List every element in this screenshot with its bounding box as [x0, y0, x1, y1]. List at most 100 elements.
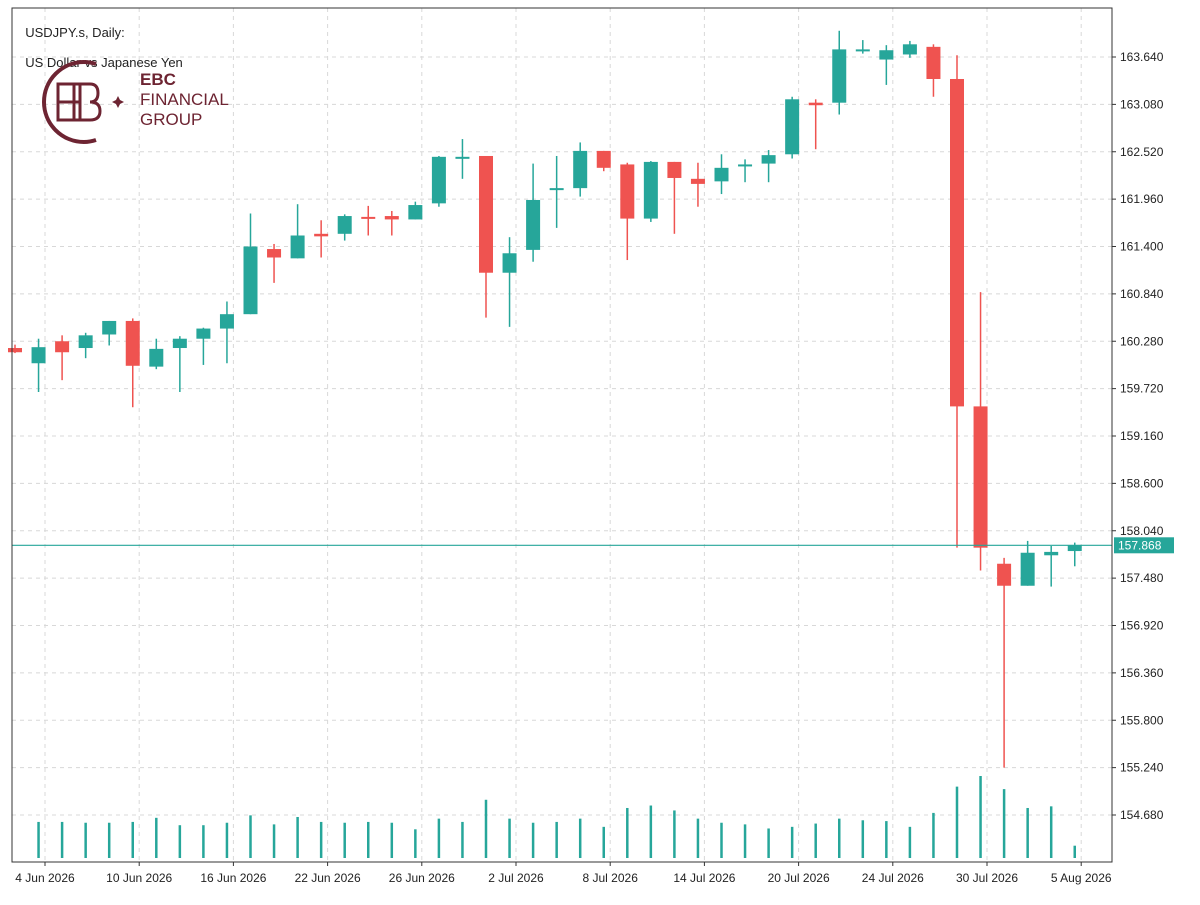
- candle-body: [384, 216, 399, 220]
- y-tick-label: 159.160: [1120, 429, 1164, 443]
- candle-body: [1067, 545, 1082, 552]
- candle-body: [902, 44, 917, 55]
- candle-body: [926, 46, 941, 79]
- y-tick-label: 156.920: [1120, 619, 1164, 633]
- candle-body: [785, 99, 800, 155]
- y-tick-label: 156.360: [1120, 666, 1164, 680]
- x-tick-label: 26 Jun 2026: [389, 871, 455, 885]
- bear-candle: [55, 335, 70, 381]
- bull-candle: [879, 45, 894, 85]
- logo-line-2: FINANCIAL: [140, 90, 229, 109]
- candle-body: [643, 161, 658, 219]
- candle-body: [55, 341, 70, 353]
- bull-candle: [337, 214, 352, 241]
- ebc-logo-icon: [42, 60, 124, 144]
- y-tick-label: 161.400: [1120, 240, 1164, 254]
- y-tick-label: 155.240: [1120, 761, 1164, 775]
- x-tick-label: 24 Jul 2026: [862, 871, 924, 885]
- candle-body: [314, 233, 329, 237]
- bull-candle: [1020, 540, 1035, 586]
- y-tick-label: 163.080: [1120, 97, 1164, 111]
- bull-candle: [714, 154, 729, 195]
- candle-body: [973, 406, 988, 548]
- candle-body: [219, 314, 234, 329]
- bear-candle: [808, 99, 823, 150]
- bull-candle: [855, 40, 870, 54]
- candle-body: [479, 155, 493, 273]
- ebc-logo: EBC FINANCIAL GROUP: [38, 60, 268, 150]
- candle-body: [431, 156, 446, 204]
- candle-body: [950, 78, 964, 407]
- bear-candle: [267, 243, 282, 283]
- x-tick-label: 16 Jun 2026: [200, 871, 266, 885]
- logo-line-3: GROUP: [140, 110, 203, 129]
- x-tick-label: 5 Aug 2026: [1051, 871, 1112, 885]
- candle-body: [455, 156, 470, 159]
- bear-candle: [997, 557, 1012, 768]
- x-tick-label: 2 Jul 2026: [488, 871, 544, 885]
- bull-candle: [78, 332, 93, 359]
- bull-candle: [573, 142, 588, 197]
- candle-body: [502, 253, 517, 273]
- bull-candle: [102, 320, 117, 346]
- candle-body: [31, 347, 46, 364]
- bull-candle: [502, 237, 517, 327]
- bull-candle: [149, 338, 164, 370]
- bull-candle: [431, 155, 446, 207]
- current-price-label: 157.868: [1118, 538, 1162, 552]
- x-tick-label: 30 Jul 2026: [956, 871, 1018, 885]
- y-tick-label: 154.680: [1120, 808, 1164, 822]
- candle-body: [667, 161, 682, 178]
- y-tick-label: 161.960: [1120, 192, 1164, 206]
- candle-body: [408, 205, 423, 220]
- current-price-label-bg: [1114, 537, 1174, 554]
- candle-body: [620, 164, 635, 219]
- bull-candle: [455, 139, 470, 179]
- y-tick-label: 158.600: [1120, 476, 1164, 490]
- bull-candle: [832, 30, 847, 115]
- y-tick-label: 160.280: [1120, 334, 1164, 348]
- candle-body: [8, 348, 22, 353]
- bear-candle: [690, 162, 705, 207]
- chart-symbol: USDJPY.s, Daily:: [25, 25, 125, 40]
- candle-body: [761, 155, 776, 164]
- x-tick-label: 8 Jul 2026: [583, 871, 639, 885]
- y-tick-label: 159.720: [1120, 382, 1164, 396]
- bull-candle: [526, 163, 541, 262]
- candle-body: [714, 167, 729, 182]
- y-tick-label: 163.640: [1120, 50, 1164, 64]
- x-tick-label: 4 Jun 2026: [15, 871, 75, 885]
- chart-description: US Dollar vs Japanese Yen: [25, 55, 183, 70]
- candle-body: [125, 320, 140, 366]
- bull-candle: [1067, 542, 1082, 567]
- bull-candle: [243, 213, 258, 315]
- candle-body: [102, 320, 117, 335]
- x-tick-label: 20 Jul 2026: [768, 871, 830, 885]
- ebc-logo-text: EBC FINANCIAL GROUP: [140, 70, 229, 130]
- bear-candle: [479, 155, 493, 318]
- plot-frame: [11, 7, 1113, 863]
- bull-candle: [219, 301, 234, 364]
- candle-body: [243, 246, 258, 315]
- candle-body: [738, 164, 753, 167]
- volume-bars: [37, 776, 1076, 858]
- bull-candle: [785, 96, 800, 159]
- candle-body: [149, 348, 164, 367]
- bull-candle: [172, 336, 187, 393]
- bear-candle: [926, 44, 941, 97]
- y-tick-label: 158.040: [1120, 524, 1164, 538]
- candle-body: [808, 102, 823, 106]
- candle-body: [832, 49, 847, 103]
- y-tick-label: 155.800: [1120, 713, 1164, 727]
- bull-candle: [643, 161, 658, 222]
- candle-body: [290, 235, 305, 259]
- bear-candle: [384, 210, 399, 236]
- bear-candle: [620, 162, 635, 261]
- candle-body: [549, 188, 564, 191]
- bear-candle: [596, 150, 611, 172]
- candle-body: [267, 249, 282, 258]
- candle-body: [596, 150, 611, 168]
- bull-candle: [1044, 545, 1059, 587]
